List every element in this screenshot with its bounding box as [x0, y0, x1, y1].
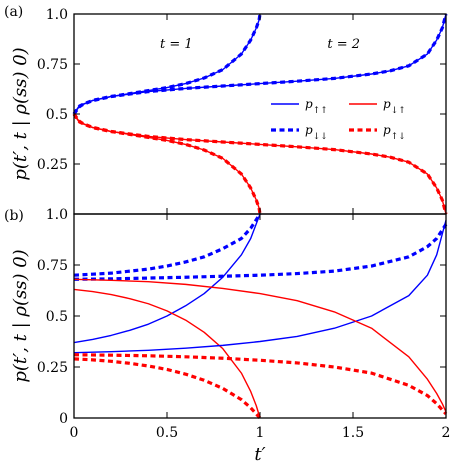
panel-b: 0 0.25 0.5 0.75 1.0 0 0.5 1 1.5 2 (b) p(t′, t | ρ(s…	[4, 207, 450, 465]
x-tick-label: 1	[256, 425, 265, 441]
series-line	[73, 278, 447, 413]
series-line	[73, 357, 262, 420]
y-tick-label: 0.75	[37, 57, 68, 73]
series-line	[72, 13, 448, 115]
x-tick-label: 1.5	[342, 425, 364, 441]
y-tick-label: 0	[59, 411, 68, 427]
y-tick-label: 0.5	[46, 309, 68, 325]
series-line	[73, 223, 448, 281]
panel-label: (b)	[4, 208, 24, 224]
series-group	[72, 13, 448, 215]
legend-label: p↓↓	[305, 123, 328, 142]
y-tick-label: 1.0	[46, 207, 68, 223]
annotation: t = 2	[327, 37, 360, 52]
x-tick-label: 2	[442, 425, 451, 441]
x-tick-label: 0	[70, 425, 79, 441]
y-axis-label: p(t′, t | ρ(ss) 0)	[10, 47, 31, 180]
y-tick-label: 1.0	[46, 7, 68, 23]
series-line	[73, 213, 261, 344]
series-line	[72, 113, 448, 215]
legend-label: p↓↑	[383, 97, 406, 116]
annotation: t = 1	[160, 37, 193, 52]
x-tick-label: 0.5	[156, 425, 178, 441]
series-line	[73, 288, 261, 419]
y-tick-label: 0.25	[37, 360, 68, 376]
legend: p↑↑ p↓↑ p↓↓ p↑↓	[271, 97, 406, 142]
x-axis-label: t′	[254, 444, 265, 465]
y-tick-label: 0.25	[37, 157, 68, 173]
y-tick-label: 0.75	[37, 258, 68, 274]
series-line	[73, 213, 262, 277]
panel-a: 0.25 0.5 0.75 1.0 (a) p(t′, t | ρ(ss) 0) t = 1…	[4, 4, 448, 215]
plot-frame	[73, 213, 447, 419]
legend-label: p↑↓	[383, 123, 406, 142]
y-tick-label: 0.5	[46, 107, 68, 123]
legend-label: p↑↑	[305, 97, 328, 116]
series-group	[73, 213, 448, 420]
series-line	[73, 219, 447, 354]
series-line	[73, 353, 448, 415]
panel-label: (a)	[4, 4, 23, 20]
y-axis-label: p(t′, t | ρ(ss) 0)	[10, 249, 31, 382]
